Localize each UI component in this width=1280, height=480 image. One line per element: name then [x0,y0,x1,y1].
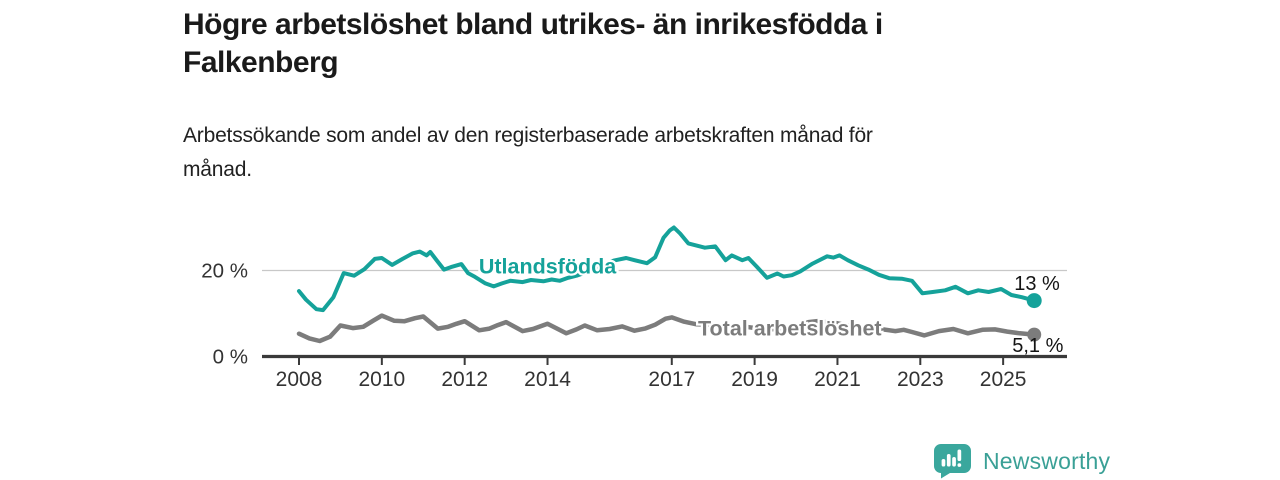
x-axis-tick-label: 2012 [441,368,488,391]
brand-footer: Newsworthy [933,443,1110,479]
foreign-born-line [297,225,1037,313]
x-axis-tick-label: 2008 [276,368,323,391]
foreign-born-end-value: 13 % [1014,273,1060,295]
total-unemployment-end-dot [1027,327,1042,342]
chart-title-line1: Högre arbetslöshet bland utrikes- än inr… [183,8,883,41]
chart-subtitle-line1: Arbetssökande som andel av den registerb… [183,124,873,147]
x-axis-tick-label: 2014 [524,368,571,391]
total-unemployment-series-label: Total arbetslöshet [698,317,882,341]
x-axis-tick-label: 2019 [731,368,778,391]
brand-name: Newsworthy [983,447,1111,474]
foreign-born-series-label: Utlandsfödda [479,255,617,279]
x-axis-tick-label: 2025 [980,368,1027,391]
chart-title-line2: Falkenberg [183,46,339,79]
x-axis-tick-label: 2010 [358,368,405,391]
x-axis-tick-label: 2021 [814,368,861,391]
x-axis-tick-label: 2017 [648,368,695,391]
newsworthy-logo-icon [934,444,971,479]
total-unemployment-end-value: 5,1 % [1012,335,1063,357]
chart-subtitle-line2: månad. [183,158,252,181]
chart-subtitle: Arbetssökande som andel av den registerb… [183,119,1063,187]
foreign-born-end-dot [1026,293,1042,309]
x-axis-tick-label: 2023 [897,368,944,391]
chart-title: Högre arbetslöshet bland utrikes- än inr… [183,6,1083,82]
y-axis-tick-label: 0 % [213,346,248,369]
total-unemployment-line [296,313,1037,344]
y-axis-tick-label: 20 % [201,260,248,283]
